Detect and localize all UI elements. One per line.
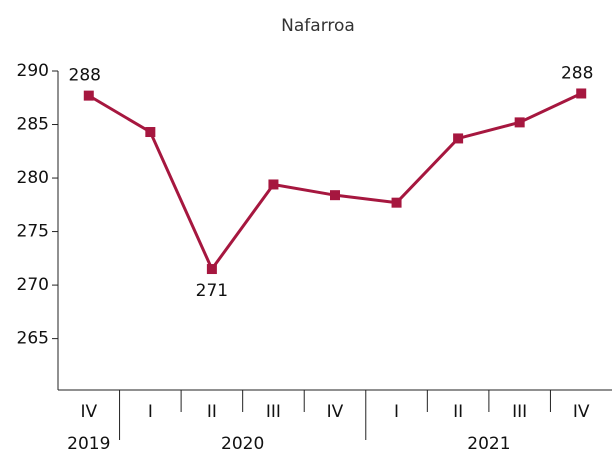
y-tick-label: 290	[17, 61, 49, 81]
group-label: 2021	[467, 434, 510, 454]
marker	[391, 197, 402, 208]
x-tick-label: II	[453, 402, 463, 422]
chart-title: Nafarroa	[281, 16, 355, 36]
marker	[83, 90, 94, 101]
y-tick-label: 280	[17, 168, 49, 188]
x-tick-label: III	[266, 402, 281, 422]
group-label: 2019	[67, 434, 110, 454]
marker	[330, 190, 340, 201]
x-tick-label: I	[148, 402, 153, 422]
marker	[453, 133, 464, 144]
y-tick-label: 275	[17, 222, 49, 242]
x-tick-label: II	[207, 402, 217, 422]
x-tick-label: I	[394, 402, 399, 422]
x-tick-label: IV	[80, 402, 97, 422]
marker	[514, 117, 525, 128]
y-tick-label: 270	[17, 275, 49, 295]
group-label: 2020	[221, 434, 264, 454]
marker	[576, 88, 587, 99]
y-tick-label: 285	[17, 115, 49, 135]
marker	[145, 127, 156, 138]
x-tick-label: IV	[327, 402, 344, 422]
marker	[268, 179, 279, 190]
y-tick-label: 265	[17, 329, 49, 349]
x-tick-label: III	[512, 402, 527, 422]
data-label: 271	[196, 281, 228, 301]
line	[88, 92, 582, 273]
x-tick-label: IV	[573, 402, 590, 422]
data-label: 288	[69, 66, 101, 86]
data-label: 288	[561, 63, 593, 83]
marker	[206, 264, 217, 275]
